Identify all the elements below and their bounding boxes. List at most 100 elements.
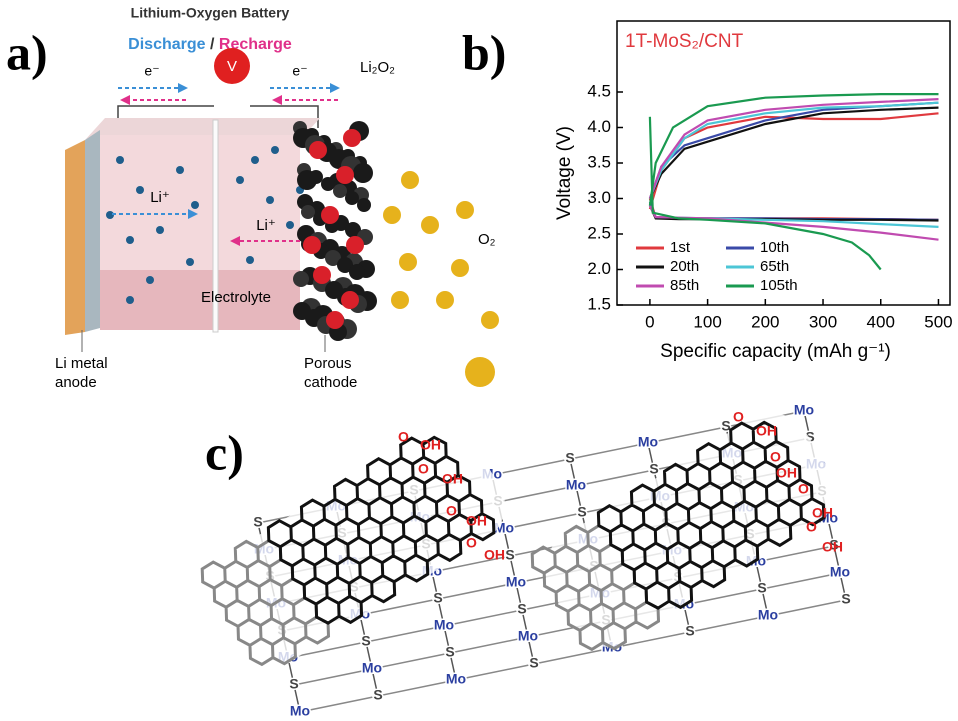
series-line [650, 108, 939, 221]
cathode-carbon [345, 191, 359, 205]
x-tick-label: 500 [924, 312, 952, 331]
panel-c: c) MoSMoSMoSMoSSMoSMoSMoSMoMoSMoSMoSMoSS… [197, 397, 851, 719]
li-ion [136, 186, 144, 194]
oxygen-molecule [391, 291, 409, 309]
li2o2-particle [321, 206, 339, 224]
li2o2-particle [326, 311, 344, 329]
electrolyte-label: Electrolyte [201, 289, 271, 306]
atom-label: Mo [566, 477, 586, 493]
oxygen-molecule [399, 253, 417, 271]
bond [762, 573, 840, 589]
bond [450, 637, 528, 653]
functional-group: O [446, 503, 457, 519]
bond [456, 664, 534, 680]
functional-group: O [798, 481, 809, 497]
electron-label: e⁻ [144, 63, 159, 79]
panel-label: a) [6, 24, 48, 80]
bond [498, 486, 576, 502]
functional-group: OH [776, 465, 797, 481]
li-ion [266, 196, 274, 204]
oxygen-molecule [481, 311, 499, 329]
panel-a: a) Lithium-Oxygen Battery Discharge / Re… [6, 5, 499, 391]
atom-label: S [445, 644, 454, 660]
cathode-carbon [321, 177, 335, 191]
series-line [650, 103, 939, 220]
mode-caption: Discharge / Recharge [128, 36, 292, 53]
li-ion [236, 176, 244, 184]
discharge-label: Discharge [128, 36, 205, 53]
atom-label: Mo [434, 617, 454, 633]
y-axis-label: Voltage (V) [554, 126, 575, 220]
cathode-carbon [349, 264, 365, 280]
li-ion [176, 166, 184, 174]
x-tick-label: 200 [751, 312, 779, 331]
li-ion [126, 296, 134, 304]
oxygen-molecule [465, 357, 495, 387]
y-tick-label: 2.5 [587, 223, 611, 242]
legend-label: 105th [760, 277, 798, 294]
functional-group: OH [756, 423, 777, 439]
page: a) Lithium-Oxygen Battery Discharge / Re… [0, 0, 958, 721]
anode-metal [85, 130, 100, 332]
x-tick-label: 300 [809, 312, 837, 331]
atom-label: Mo [506, 574, 526, 590]
atom-label: Mo [794, 402, 814, 418]
bond [300, 696, 378, 712]
atom-label: S [685, 623, 694, 639]
functional-group: O [466, 535, 477, 551]
cathode-label: Porous [304, 355, 352, 372]
atom-label: Mo [446, 671, 466, 687]
cathode-carbon [353, 163, 373, 183]
li-ion [271, 146, 279, 154]
atom-label: S [361, 633, 370, 649]
li2o2-particle [336, 166, 354, 184]
oxygen-molecule [436, 291, 454, 309]
electron-label: e⁻ [292, 63, 307, 79]
functional-group: OH [420, 437, 441, 453]
legend-label: 1st [670, 239, 691, 256]
legend-label: 65th [760, 258, 789, 275]
y-tick-label: 3.0 [587, 188, 611, 207]
legend-label: 20th [670, 258, 699, 275]
functional-group: OH [442, 471, 463, 487]
panel-b: b) 1.52.02.53.03.54.04.50100200300400500… [462, 21, 953, 362]
functional-group: O [418, 461, 429, 477]
x-tick-label: 100 [693, 312, 721, 331]
functional-group: O [398, 429, 409, 445]
cathode-carbon [297, 170, 317, 190]
bond [648, 427, 726, 443]
bond [378, 680, 456, 696]
oxygen-label: O₂ [478, 231, 496, 248]
bond [294, 669, 372, 685]
atom-label: S [757, 580, 766, 596]
ion-label: Li⁺ [150, 189, 170, 206]
bond [492, 459, 570, 475]
cathode-carbon [357, 198, 371, 212]
series-line [650, 103, 939, 227]
series-line [650, 94, 939, 269]
oxygen-molecule [456, 201, 474, 219]
atom-label: S [505, 547, 514, 563]
diagram-title: Lithium-Oxygen Battery [131, 5, 290, 21]
li-ion [251, 156, 259, 164]
anode-slab [65, 140, 85, 335]
oxygen-molecule [383, 206, 401, 224]
ion-label: Li⁺ [256, 217, 276, 234]
voltmeter-label: V [227, 58, 237, 75]
atom-label: Mo [518, 628, 538, 644]
anode-label: Li metal [55, 355, 108, 372]
atom-label: S [529, 655, 538, 671]
li-ion [156, 226, 164, 234]
bond [570, 443, 648, 459]
bond [366, 626, 444, 642]
separator: / [210, 36, 215, 53]
x-tick-label: 400 [867, 312, 895, 331]
atom-label: Mo [758, 607, 778, 623]
y-tick-label: 4.5 [587, 81, 611, 100]
atom-label: S [565, 450, 574, 466]
li-ion [146, 276, 154, 284]
functional-group: OH [484, 547, 505, 563]
bond [534, 648, 612, 664]
atom-label: Mo [362, 660, 382, 676]
li2o2-particle [313, 266, 331, 284]
